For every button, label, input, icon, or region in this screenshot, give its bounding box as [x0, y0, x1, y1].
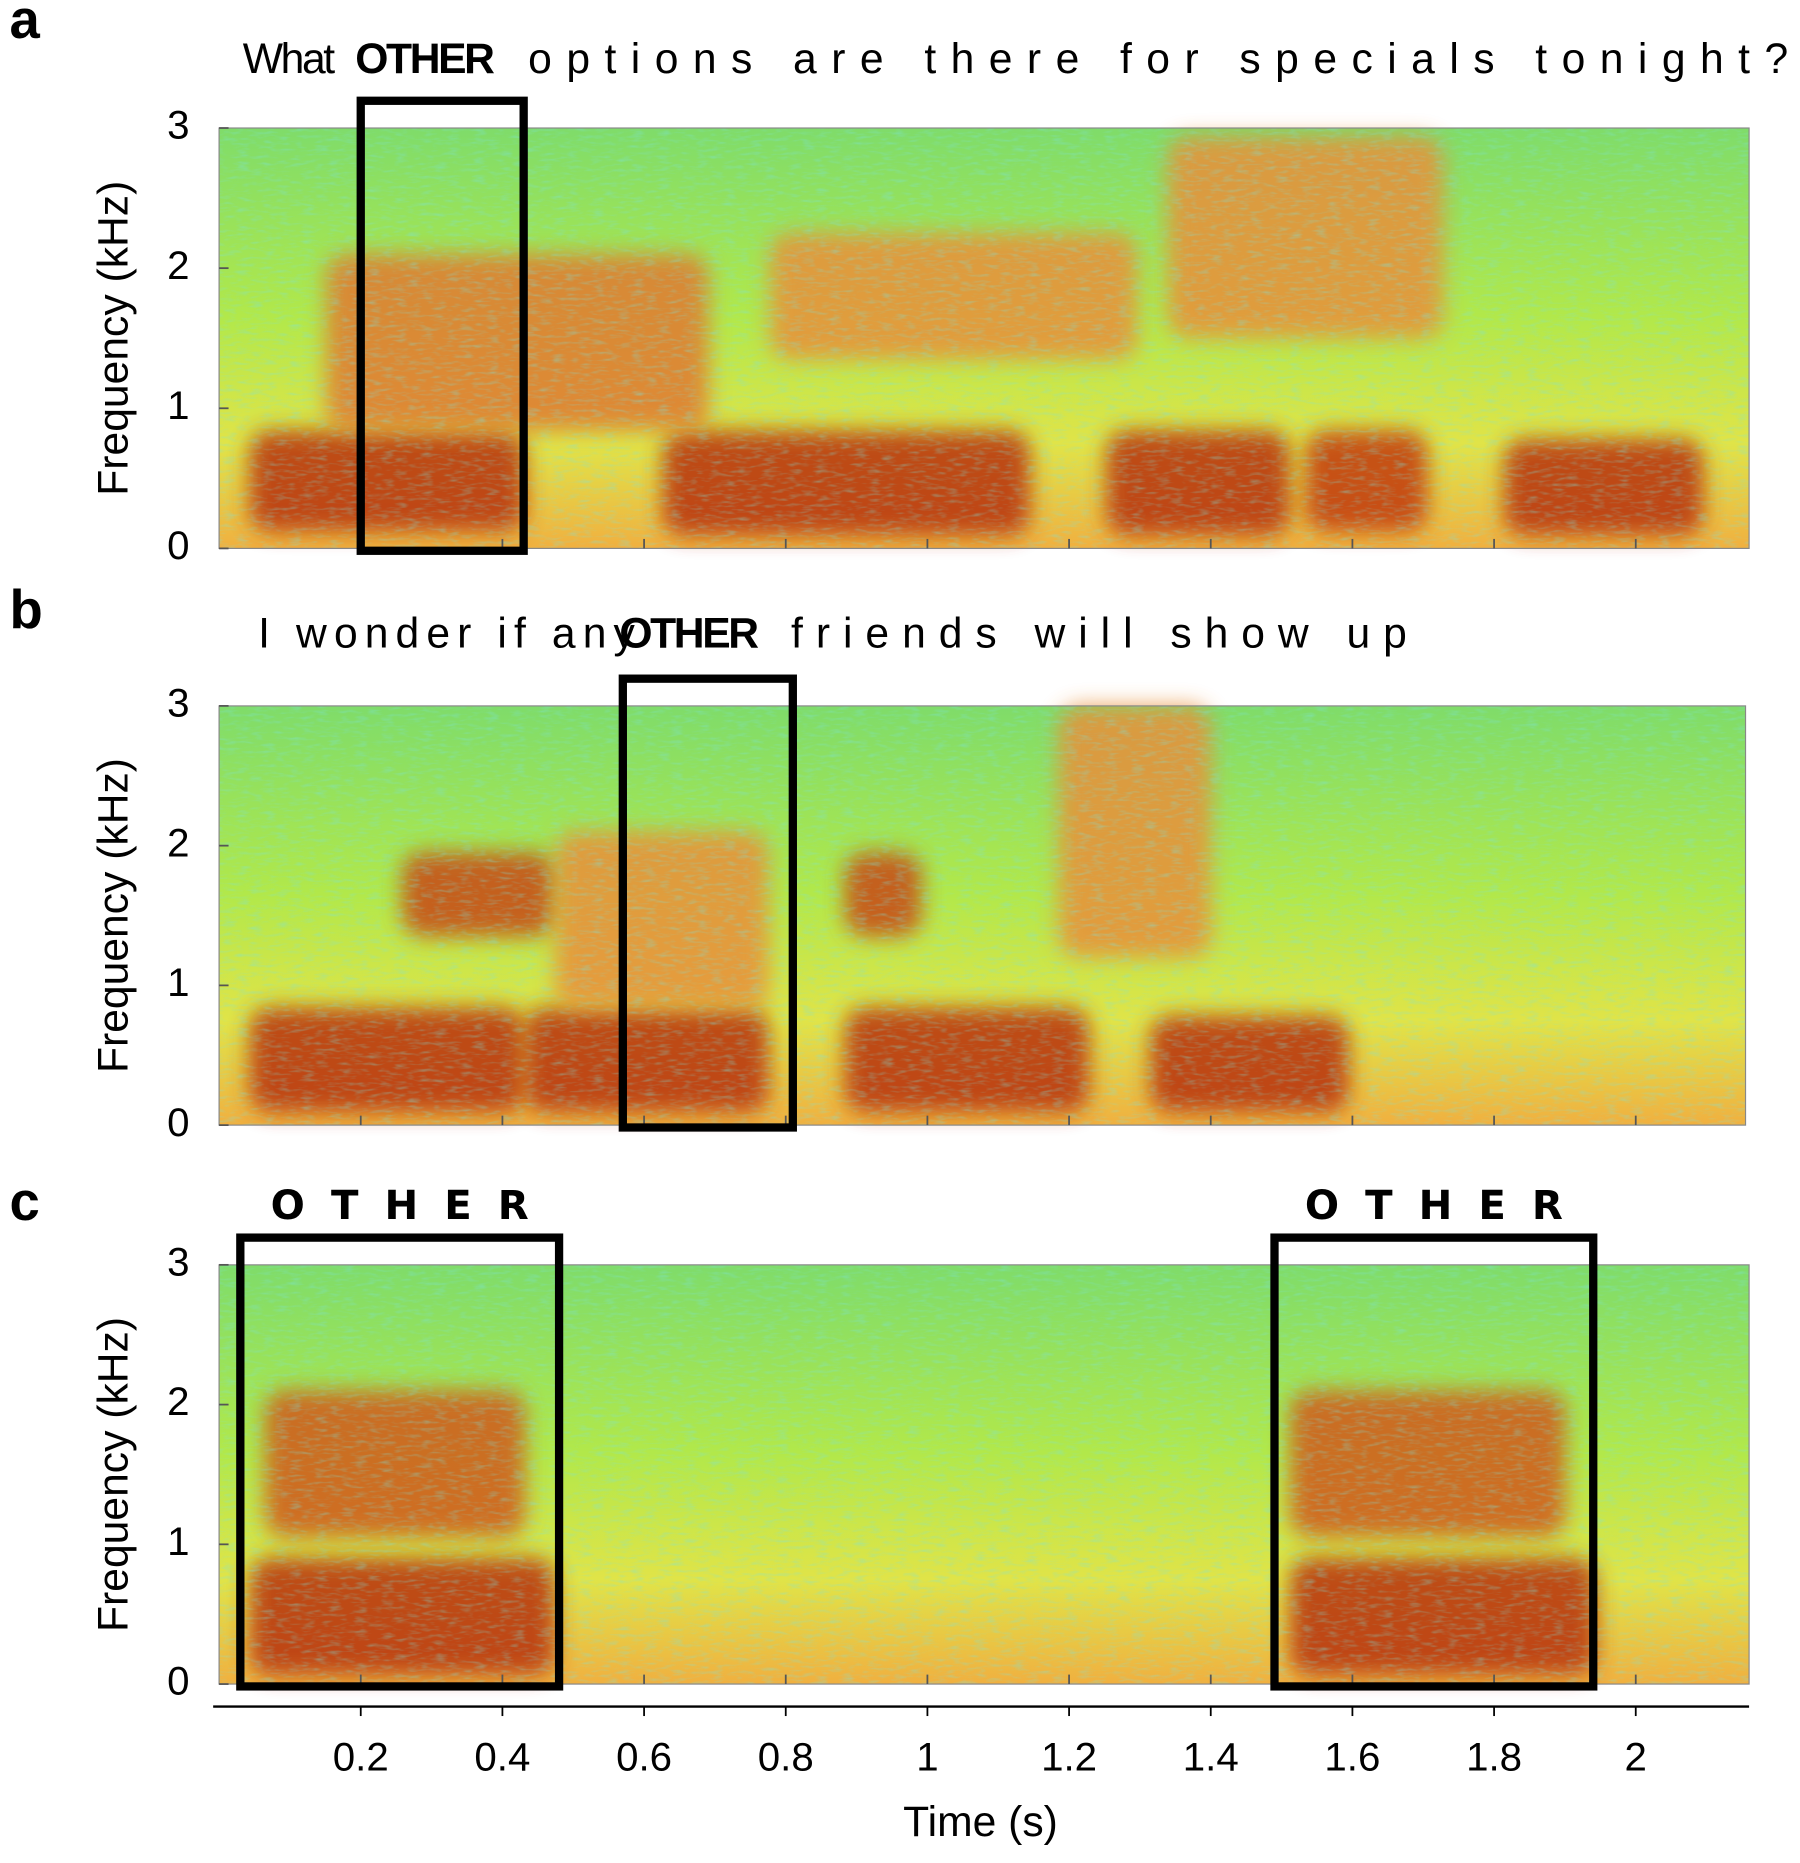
- plot-frame: [218, 1264, 1750, 1685]
- y-tick-label: 3: [167, 103, 189, 148]
- y-tick-label: 2: [167, 1379, 189, 1424]
- spectrogram-noise: [219, 1264, 1750, 1685]
- highlight-box: [1270, 1233, 1598, 1691]
- x-axis-label: Time (s): [903, 1798, 1058, 1846]
- y-axis-label: Frequency (kHz): [89, 758, 137, 1073]
- x-tick-label: 1.8: [1466, 1734, 1522, 1779]
- y-tick-label: 3: [167, 681, 189, 726]
- transcript-after: friends will show up: [791, 609, 1407, 657]
- highlight-label: OTHER: [271, 1183, 555, 1229]
- panel-label: c: [9, 1171, 39, 1232]
- y-tick-label: 1: [167, 383, 189, 428]
- transcript-before: What: [243, 35, 336, 83]
- highlight-box: [618, 674, 797, 1132]
- x-tick-label: 1.2: [1041, 1734, 1097, 1779]
- highlight-label: OTHER: [1305, 1183, 1589, 1229]
- highlight-box: [356, 96, 528, 555]
- y-tick-label: 3: [167, 1239, 189, 1284]
- spectrogram-noise: [219, 705, 1746, 1126]
- transcript-before: I wonder if any: [258, 609, 642, 657]
- y-tick-label: 1: [167, 1519, 189, 1564]
- plot-frame: [218, 705, 1747, 1126]
- y-tick-label: 0: [167, 1100, 189, 1145]
- panel-label: b: [9, 579, 42, 640]
- x-tick-label: 0.8: [758, 1734, 814, 1779]
- panel-label: a: [9, 0, 40, 50]
- x-tick-label: 0.4: [474, 1734, 530, 1779]
- x-tick-label: 0.6: [616, 1734, 672, 1779]
- y-tick-label: 0: [167, 523, 189, 568]
- x-tick-label: 2: [1625, 1734, 1647, 1779]
- highlight-box: [236, 1233, 564, 1691]
- y-axis-label: Frequency (kHz): [89, 1317, 137, 1632]
- y-tick-label: 0: [167, 1659, 189, 1704]
- y-tick-label: 2: [167, 243, 189, 288]
- y-axis-label: Frequency (kHz): [89, 181, 137, 496]
- transcript-keyword: OTHER: [355, 35, 494, 83]
- transcript-keyword: OTHER: [619, 609, 758, 657]
- transcript-after: options are there for specials tonight?: [528, 35, 1788, 83]
- x-tick-label: 1.6: [1324, 1734, 1380, 1779]
- y-tick-label: 2: [167, 820, 189, 865]
- spectrogram-noise: [219, 128, 1750, 549]
- y-tick-label: 1: [167, 960, 189, 1005]
- x-tick-label: 1.4: [1183, 1734, 1239, 1779]
- plot-frame: [218, 127, 1750, 549]
- x-tick-label: 0.2: [333, 1734, 389, 1779]
- x-tick-label: 1: [916, 1734, 938, 1779]
